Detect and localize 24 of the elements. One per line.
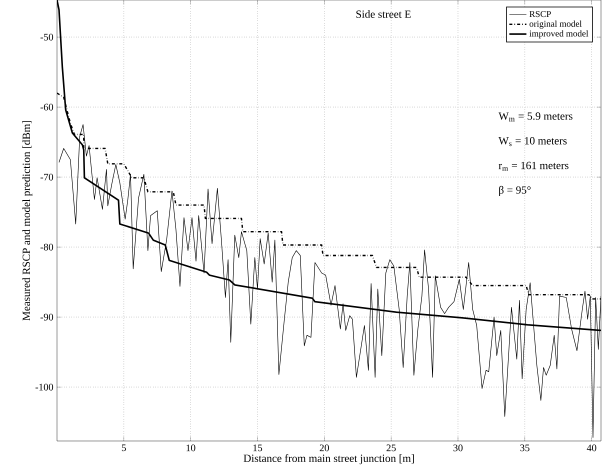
x-tick-label: 25 xyxy=(386,444,396,452)
x-tick-label: 30 xyxy=(453,444,463,452)
y-tick-label: -50 xyxy=(40,34,54,40)
y-axis-title: Measured RSCP and model prediction [dBm] xyxy=(22,120,32,321)
annotation: β = 95° xyxy=(499,186,531,196)
legend-label: improved model xyxy=(529,30,588,38)
x-tick-label: 15 xyxy=(253,444,262,452)
legend-label: RSCP xyxy=(529,11,551,18)
annotation: r$_{m}$ = 161 meters xyxy=(498,162,568,171)
annotation: W$_{s}$ = 10 meters xyxy=(498,137,567,146)
y-tick-label: -80 xyxy=(40,244,54,250)
x-tick-label: 35 xyxy=(520,444,530,452)
x-tick-label: 40 xyxy=(586,444,596,452)
x-tick-label: 20 xyxy=(320,444,329,452)
x-tick-label: 5 xyxy=(122,444,126,452)
annotation: W$_{m}$ = 5.9 meters xyxy=(498,112,572,122)
text: Side street E xyxy=(356,10,411,18)
y-tick-label: -90 xyxy=(40,314,54,320)
y-tick-label: -100 xyxy=(36,384,54,390)
y-tick-label: -70 xyxy=(40,174,54,180)
x-tick-label: 10 xyxy=(186,444,196,452)
x-axis-title: Distance from main street junction [m] xyxy=(244,454,414,464)
legend-label: original model xyxy=(530,20,582,29)
y-tick-label: -60 xyxy=(40,104,54,110)
